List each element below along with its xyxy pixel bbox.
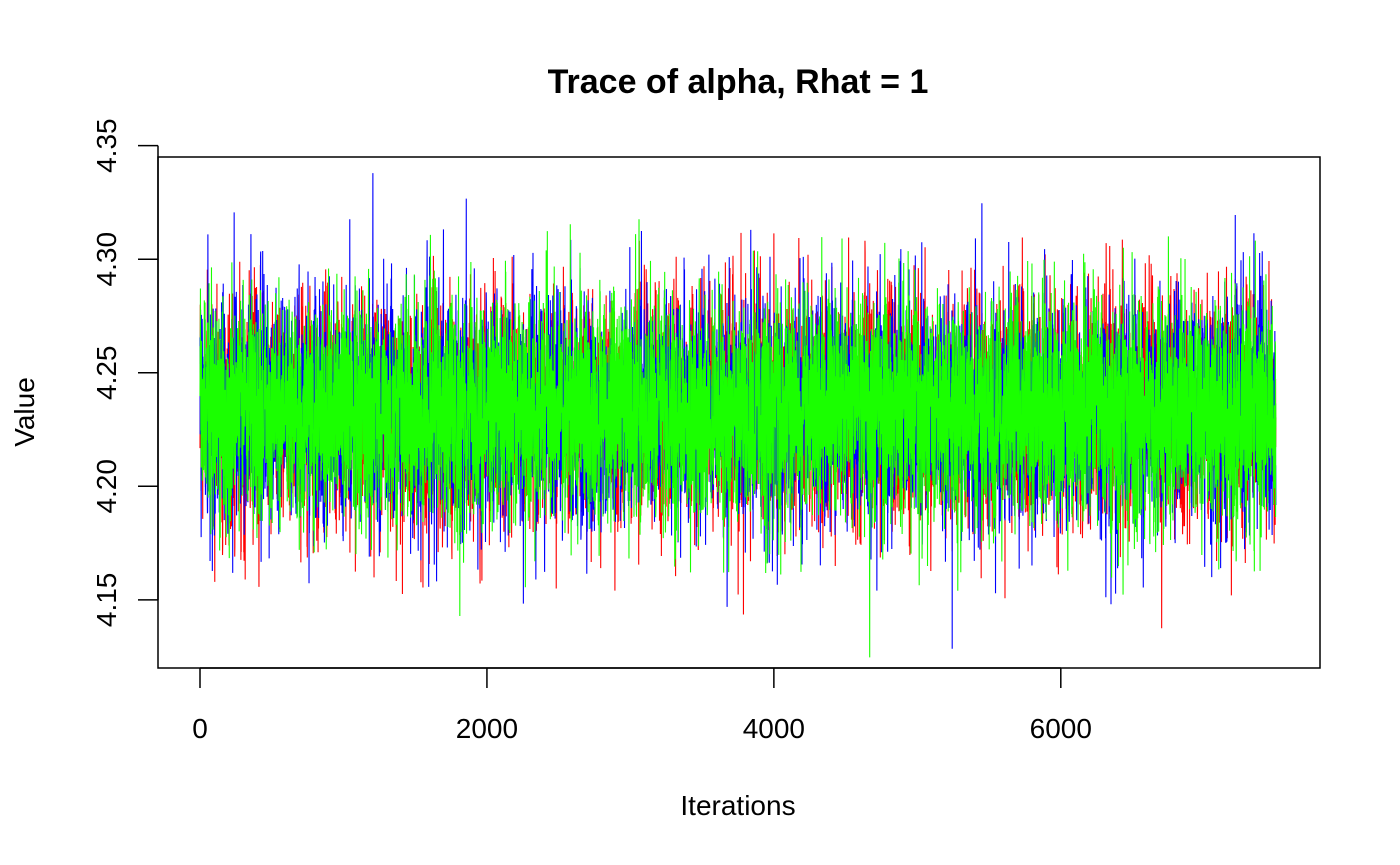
y-tick-label: 4.30 — [91, 232, 122, 287]
x-axis-label: Iterations — [680, 790, 795, 821]
series-traces — [199, 173, 1277, 658]
x-tick-label: 0 — [192, 713, 208, 744]
x-tick-label: 6000 — [1030, 713, 1092, 744]
x-tick-label: 2000 — [456, 713, 518, 744]
y-tick-label: 4.15 — [91, 573, 122, 628]
trace-line-3 — [199, 219, 1277, 658]
y-axis-label: Value — [9, 377, 40, 447]
x-axis: 0 2000 4000 6000 — [192, 667, 1092, 744]
y-tick-label: 4.25 — [91, 346, 122, 401]
y-axis: 4.15 4.20 4.25 4.30 4.35 — [91, 118, 159, 628]
chart-title: Trace of alpha, Rhat = 1 — [548, 63, 929, 101]
x-tick-label: 4000 — [743, 713, 805, 744]
y-tick-label: 4.20 — [91, 459, 122, 514]
y-tick-label: 4.35 — [91, 118, 122, 173]
